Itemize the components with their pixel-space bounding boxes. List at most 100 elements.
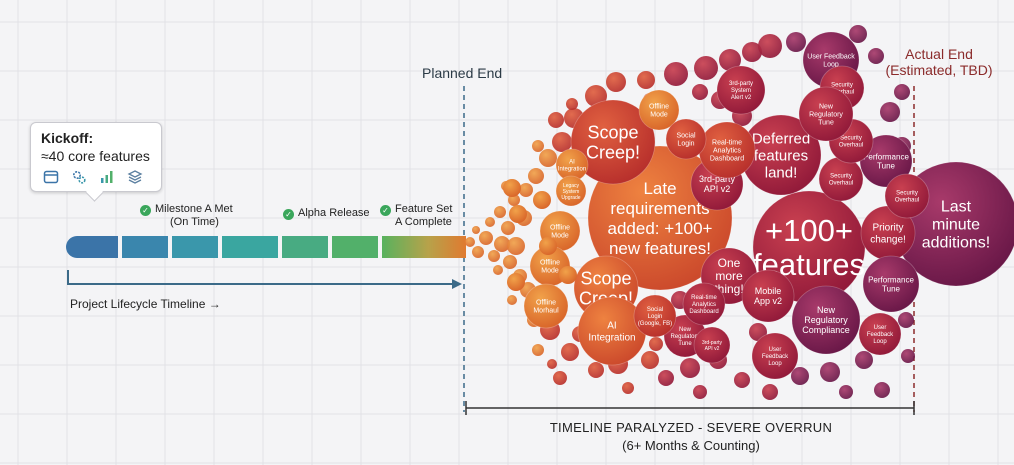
filler-bubble: [539, 149, 557, 167]
filler-bubble: [561, 343, 579, 361]
bubble-label: Feedback: [867, 332, 894, 338]
milestone-label: Milestone A Met: [155, 203, 233, 215]
bubble-label: Tune: [882, 284, 900, 293]
bubble-label: Security: [830, 174, 852, 180]
milestone-feature-set: ✓ Feature Set A Complete: [380, 203, 452, 229]
window-icon: [43, 170, 59, 184]
filler-bubble: [488, 250, 500, 262]
filler-bubble: [509, 205, 527, 223]
filler-bubble: [791, 367, 809, 385]
feature-bubble: [716, 65, 766, 115]
bubble-label: 3rd-party: [699, 174, 736, 184]
feature-bubble: [638, 89, 680, 131]
filler-bubble: [839, 385, 853, 399]
bubble-label: New: [817, 305, 836, 315]
filler-bubble: [874, 382, 890, 398]
bubble-label: Security: [840, 136, 862, 142]
bubble-label: Analytics: [713, 147, 742, 154]
bubble-label: new features!: [609, 239, 711, 258]
bubble-label: Upgrade: [561, 195, 580, 201]
filler-bubble: [528, 168, 544, 184]
bubble-label: Scope: [587, 122, 638, 142]
bubble-label: Real-time: [712, 139, 742, 146]
bubble-label: Login: [677, 140, 694, 147]
lifecycle-arrowhead: [452, 279, 462, 289]
filler-bubble: [585, 85, 607, 107]
gears-icon: [72, 170, 86, 184]
bubble-label: Morhaul: [533, 307, 559, 314]
filler-bubble: [719, 49, 741, 71]
filler-bubble: [493, 265, 503, 275]
bubble-label: Analytics: [692, 302, 716, 308]
filler-bubble: [479, 231, 493, 245]
filler-bubble: [849, 25, 867, 43]
filler-bubble: [894, 84, 910, 100]
filler-bubble: [532, 344, 544, 356]
feature-bubble: [523, 283, 569, 329]
bubble-label: Tune: [877, 161, 895, 170]
bubble-label: Compliance: [802, 325, 850, 335]
timeline-segment: [282, 236, 328, 258]
timeline-segment: [382, 236, 466, 258]
bubble-label: Integration: [558, 167, 586, 173]
filler-bubble: [465, 237, 475, 247]
feature-bubble: [798, 86, 854, 142]
milestone-alpha: ✓ Alpha Release: [283, 207, 370, 220]
filler-bubble: [622, 382, 634, 394]
bubble-label: Deferred: [752, 130, 810, 147]
milestone-a: ✓ Milestone A Met (On Time): [140, 203, 233, 229]
lifecycle-label: Project Lifecycle Timeline →: [70, 297, 221, 311]
bubble-label: Legacy: [563, 183, 580, 189]
filler-bubble: [553, 371, 567, 385]
bubble-label: Mode: [650, 111, 668, 118]
filler-bubble: [539, 237, 557, 255]
filler-bubble: [855, 351, 873, 369]
bubble-label: Integration: [588, 333, 635, 344]
filler-bubble: [507, 237, 525, 255]
bubble-label: more: [715, 269, 743, 283]
bubble-label: AI: [569, 160, 575, 166]
bubble-label: Social: [676, 132, 696, 139]
timeline-segment: [122, 236, 168, 258]
actual-end-line2: (Estimated, TBD): [885, 62, 993, 78]
feature-bubble: [862, 255, 920, 313]
filler-bubble: [503, 179, 521, 197]
bubble-label: Mode: [541, 267, 559, 274]
filler-bubble: [547, 359, 557, 369]
filler-bubble: [901, 349, 915, 363]
filler-bubble: [664, 62, 688, 86]
bubble-label: Feedback: [762, 354, 789, 360]
filler-bubble: [494, 236, 510, 252]
milestone-sublabel: A Complete: [395, 216, 452, 228]
feature-bubble: [791, 285, 861, 355]
bubble-label: Login: [648, 314, 663, 320]
milestone-label: Alpha Release: [298, 207, 370, 219]
feature-bubble: [884, 173, 930, 219]
bubble-label: features: [754, 147, 808, 164]
filler-bubble: [649, 337, 663, 351]
bubble-label: Performance: [863, 152, 909, 161]
bubble-label: AI: [607, 321, 616, 332]
filler-bubble: [734, 372, 750, 388]
bubble-label: 3rd-party: [702, 340, 723, 346]
bubble-label: System: [563, 189, 580, 195]
filler-bubble: [762, 384, 778, 400]
kickoff-icons: [43, 169, 143, 185]
bubble-label: Overhaul: [895, 198, 919, 204]
bubble-label: Offline: [550, 224, 570, 231]
bubble-label: Regulatory: [804, 315, 848, 325]
bubble-label: change!: [870, 235, 906, 246]
filler-bubble: [548, 112, 564, 128]
filler-bubble: [680, 358, 700, 378]
filler-bubble: [637, 71, 655, 89]
bubble-label: requirements: [610, 199, 709, 218]
bubble-label: +100+: [765, 213, 853, 248]
milestone-label: Feature Set: [395, 203, 453, 215]
bubble-label: Real-time: [691, 295, 717, 301]
bubble-label: Priority: [872, 223, 903, 234]
bubble-label: Loop: [768, 361, 782, 367]
filler-bubble: [694, 56, 718, 80]
timeline-segment: [332, 236, 378, 258]
bubble-label: System: [731, 88, 751, 94]
